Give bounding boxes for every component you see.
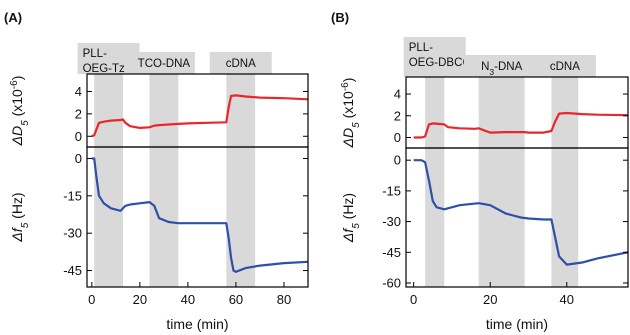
injection-label: PLL-	[409, 42, 433, 54]
injection-band	[478, 77, 525, 287]
injection-label-box	[77, 43, 140, 74]
bottom-plot-frame	[405, 147, 629, 288]
x-axis-title: time (min)	[166, 316, 228, 332]
injection-label-box	[403, 37, 466, 77]
y-tick-label: 2	[75, 106, 82, 121]
bottom-series-line	[413, 159, 629, 266]
x-axis-title: time (min)	[486, 316, 548, 332]
x-tick-label: 20	[133, 292, 147, 307]
top-y-axis-title: ΔD5 (x10-6)	[9, 76, 31, 147]
y-tick-label: -30	[382, 214, 401, 229]
injection-label-box	[533, 55, 596, 77]
injection-label-box	[463, 55, 540, 77]
y-tick-label: 0	[394, 130, 401, 145]
y-tick-label: -45	[63, 263, 82, 278]
panel-b-chart: PLL- OEG-DBCO N3-DNA cDNA 0 2 4 ΔD5 (x10-6) 0 -15…	[340, 37, 629, 332]
y-tick-label: -30	[63, 226, 82, 241]
x-tick-label: 80	[277, 292, 291, 307]
injection-label: cDNA	[226, 58, 256, 70]
y-tick-label: 0	[394, 153, 401, 168]
panel-a-chart: PLL- OEG-Tz TCO-DNA cDNA 0 2 4 ΔD5 (x10-6) 0 -15 -…	[9, 43, 309, 332]
y-tick-label: -15	[63, 188, 82, 203]
bottom-y-axis-title: Δf5 (Hz)	[9, 192, 31, 242]
x-tick-label: 40	[181, 292, 195, 307]
y-tick-label: 2	[394, 108, 401, 123]
x-tick-label: 0	[88, 292, 95, 307]
injection-label: PLL-	[83, 48, 107, 60]
injection-label: cDNA	[550, 61, 580, 73]
injection-band	[425, 77, 445, 287]
panel-label-b: (B)	[331, 10, 349, 25]
injection-label-box	[132, 52, 195, 74]
injection-label-box	[209, 52, 272, 74]
bottom-y-axis-title: Δf5 (Hz)	[340, 193, 362, 243]
x-tick-label: 60	[229, 292, 243, 307]
panel-label-a: (A)	[4, 10, 22, 25]
x-tick-label: 0	[410, 292, 417, 307]
y-tick-label: -15	[382, 183, 401, 198]
bottom-plot-frame	[86, 146, 309, 288]
y-tick-label: 0	[75, 129, 82, 144]
top-y-axis-title: ΔD5 (x10-6)	[340, 78, 362, 149]
y-tick-label: -45	[382, 245, 401, 260]
top-series-line	[91, 94, 309, 138]
y-tick-label: -60	[382, 276, 401, 291]
y-tick-label: 0	[75, 151, 82, 166]
injection-band	[94, 74, 124, 287]
bottom-series-line	[91, 157, 309, 273]
y-tick-label: 4	[75, 84, 82, 99]
injection-band	[551, 77, 579, 287]
y-tick-label: 4	[394, 87, 401, 102]
injection-band	[149, 74, 179, 287]
injection-label: N3-DNA	[481, 61, 522, 77]
injection-label: OEG-Tz	[83, 63, 125, 75]
injection-label: OEG-DBCO	[409, 57, 472, 69]
x-tick-label: 40	[560, 292, 574, 307]
injection-label: TCO-DNA	[138, 58, 191, 70]
top-series-line	[413, 111, 629, 139]
x-tick-label: 20	[483, 292, 497, 307]
